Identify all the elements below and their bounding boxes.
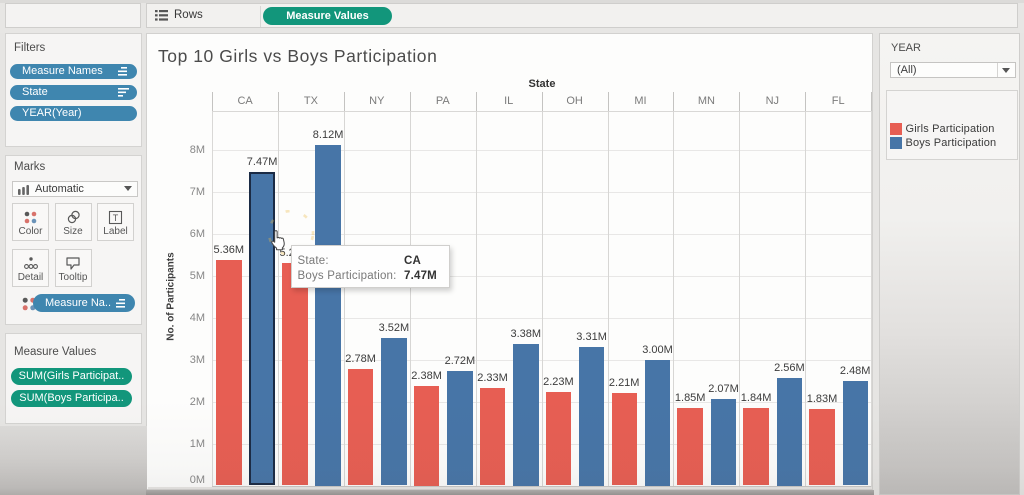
svg-text:T: T — [113, 213, 119, 223]
